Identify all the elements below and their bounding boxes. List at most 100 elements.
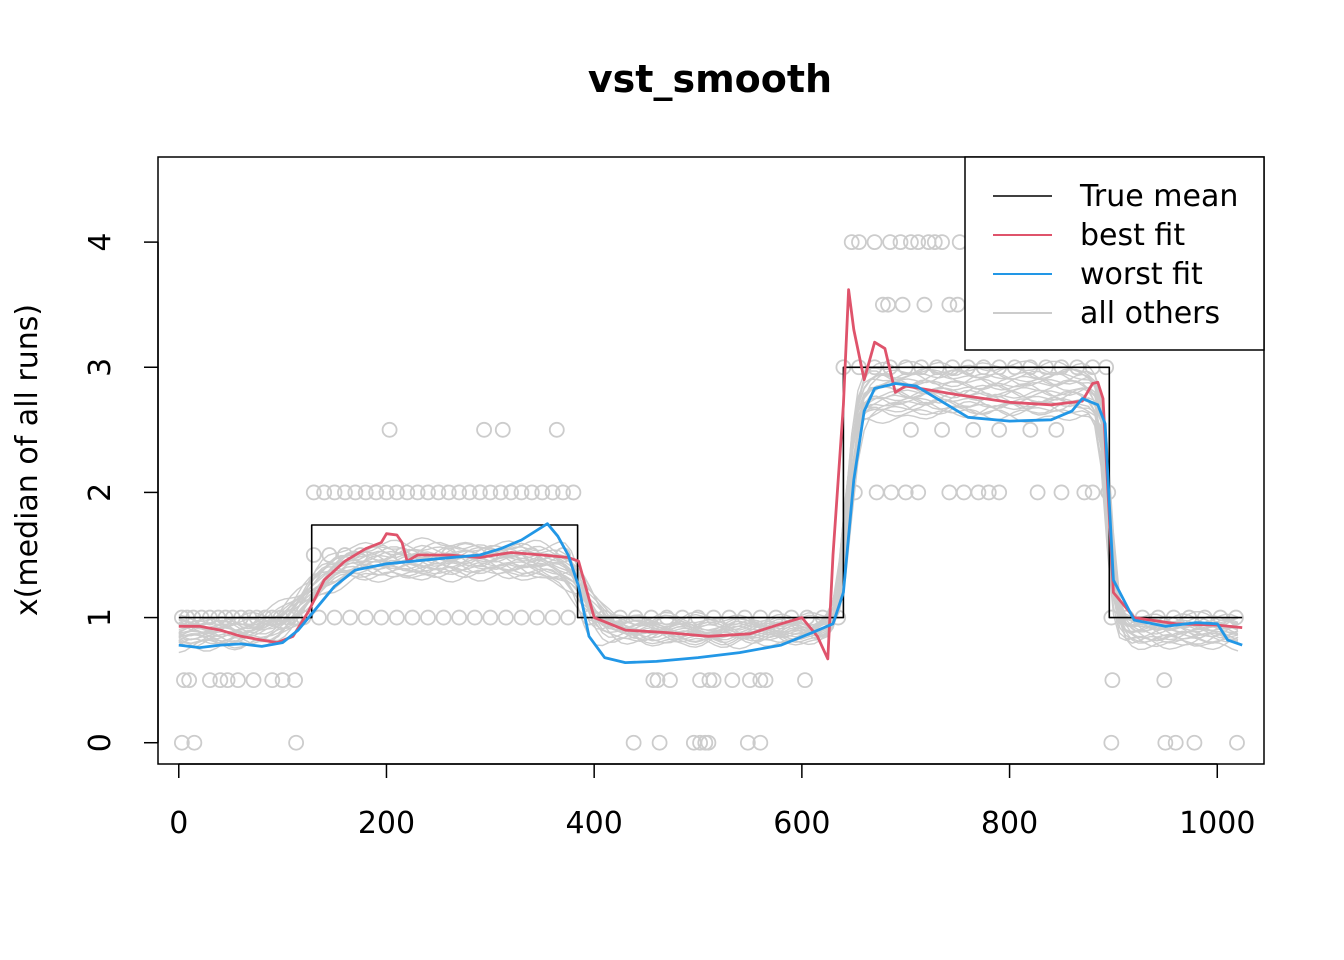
observation-point [1156,672,1173,689]
observation-point [212,672,229,689]
observation-point [926,234,943,251]
observation-point [342,609,359,626]
chart-title: vst_smooth [588,57,832,101]
observation-point [1167,734,1184,751]
observation-point [1076,484,1093,501]
observation-point [476,421,492,438]
observation-point [955,484,972,501]
observation-point [544,609,561,626]
observation-point [274,672,291,689]
other-run-line [178,396,1239,645]
other-run-line [178,372,1239,649]
observation-point [388,484,405,501]
observation-point [461,484,478,501]
legend-label: best fit [1080,218,1185,253]
observation-point [892,234,909,251]
y-tick-label: 1 [83,608,118,627]
observation-point [513,609,530,626]
observation-point [399,484,416,501]
observation-point [941,484,958,501]
observation-point [883,484,900,501]
other-run-line [178,390,1239,649]
observation-point [264,672,281,689]
observation-point [910,234,927,251]
observation-point [219,672,236,689]
worst-fit-line [178,382,1243,664]
observation-point [752,734,769,751]
observation-point [934,234,950,251]
legend-box [964,156,1265,351]
y-axis: 0 1 2 3 4 [83,233,159,752]
legend: True mean best fit worst fit all others [964,156,1265,351]
observation-point [991,421,1008,438]
observation-point [662,672,678,689]
observation-point [874,296,891,313]
observation-point [1053,484,1070,501]
observation-point [797,672,813,689]
observation-point [1029,484,1046,501]
x-tick-label: 1000 [1179,806,1255,841]
other-run-line [178,400,1239,642]
observation-point [752,672,769,689]
observation-point [494,421,511,438]
observation-point [245,672,262,689]
observation-point [1157,734,1174,751]
observation-point [529,609,545,626]
observation-point [843,234,860,251]
observation-point [482,484,499,501]
observation-point [949,296,966,313]
observation-point [388,609,405,626]
observation-point [173,734,190,751]
observation-point [1229,734,1245,751]
observation-point [316,484,333,501]
observation-point [497,609,514,626]
best-fit-line [178,288,1243,661]
observation-point [440,484,457,501]
observation-point [466,609,483,626]
other-run-line [178,379,1239,651]
observation-point [991,484,1008,501]
observation-point [548,421,565,438]
x-tick-label: 600 [773,806,830,841]
other-run-line [178,389,1239,636]
observation-point [373,609,390,626]
observation-point [941,296,958,313]
observation-point [420,484,436,501]
x-tick-label: 400 [566,806,623,841]
observation-point [451,484,468,501]
observation-point [326,609,343,626]
observation-point [645,672,662,689]
x-tick-label: 200 [358,806,415,841]
observation-point [1084,484,1101,501]
legend-label: True mean [1079,179,1238,214]
observation-point [866,234,883,251]
observation-point [357,484,374,501]
observation-point [742,672,758,689]
observation-point [435,609,452,626]
other-run-line [178,386,1239,641]
observation-point [503,484,519,501]
observation-point [916,296,933,313]
observation-point [565,484,582,501]
observation-point [555,484,571,501]
x-axis: 0 200 400 600 800 1000 [169,763,1255,841]
observation-point [894,296,911,313]
observation-point [420,609,436,626]
observation-point [651,734,668,751]
observation-point [305,484,322,501]
observation-point [513,484,530,501]
observation-point [705,672,722,689]
observation-point [980,484,997,501]
other-run-line [178,364,1239,654]
x-tick-label: 800 [981,806,1038,841]
observation-point [288,734,305,751]
observation-point [1186,734,1203,751]
observation-point [625,734,642,751]
observation-point [910,484,927,501]
observation-point [337,484,353,501]
other-run-line [178,371,1239,645]
observation-point [430,484,447,501]
observation-point [903,234,919,251]
observation-point [230,672,246,689]
